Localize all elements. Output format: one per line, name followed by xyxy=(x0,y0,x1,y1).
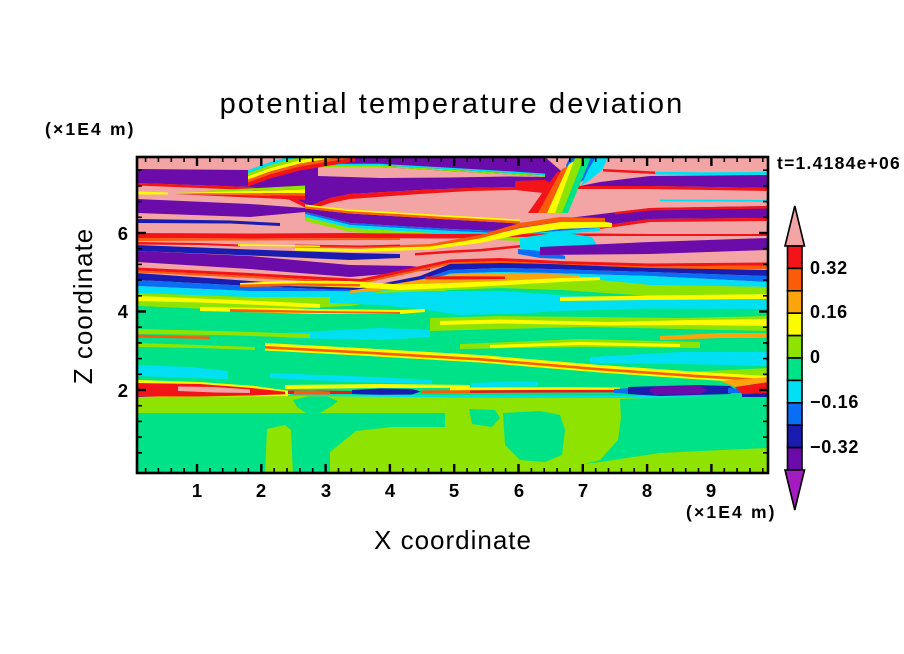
svg-text:6: 6 xyxy=(514,480,524,501)
svg-text:1: 1 xyxy=(192,480,202,501)
svg-text:t=1.4184e+06: t=1.4184e+06 xyxy=(777,153,901,173)
svg-text:2: 2 xyxy=(118,380,128,401)
svg-text:6: 6 xyxy=(118,223,128,244)
svg-text:9: 9 xyxy=(706,480,716,501)
svg-text:4: 4 xyxy=(385,480,396,501)
svg-text:(×1E4 m): (×1E4 m) xyxy=(686,502,777,522)
svg-text:8: 8 xyxy=(642,480,652,501)
svg-text:4: 4 xyxy=(118,301,129,322)
svg-text:7: 7 xyxy=(578,480,588,501)
svg-text:0.16: 0.16 xyxy=(810,302,848,322)
svg-text:−0.32: −0.32 xyxy=(810,437,859,457)
svg-text:3: 3 xyxy=(321,480,331,501)
svg-text:2: 2 xyxy=(256,480,266,501)
svg-text:0: 0 xyxy=(810,347,821,367)
svg-text:(×1E4 m): (×1E4 m) xyxy=(45,119,136,139)
svg-text:−0.16: −0.16 xyxy=(810,392,859,412)
svg-text:0.32: 0.32 xyxy=(810,258,848,278)
svg-text:potential temperature deviatio: potential temperature deviation xyxy=(220,88,685,120)
svg-text:Z coordinate: Z coordinate xyxy=(68,228,98,385)
svg-text:5: 5 xyxy=(449,480,459,501)
svg-text:X coordinate: X coordinate xyxy=(374,525,532,555)
